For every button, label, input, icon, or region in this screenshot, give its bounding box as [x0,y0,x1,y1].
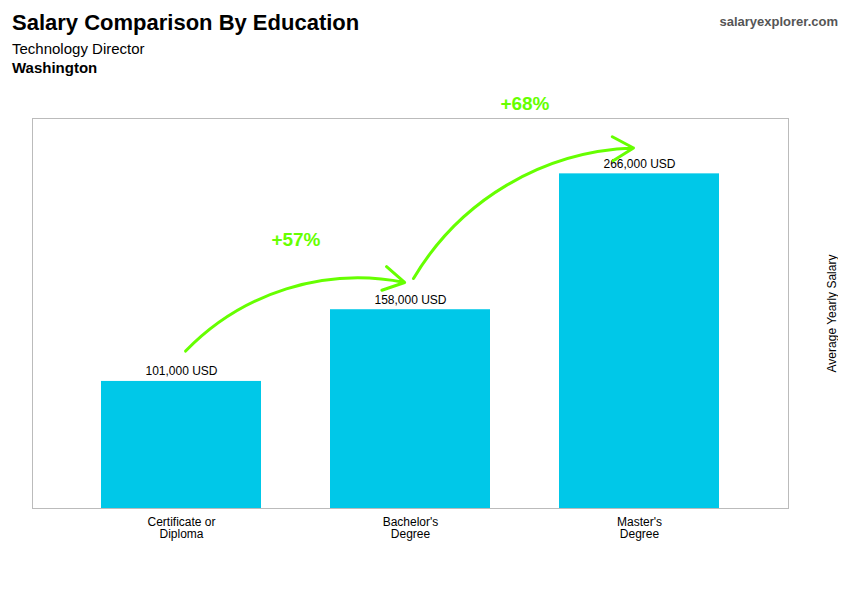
svg-text:+57%: +57% [271,229,320,250]
svg-text:101,000 USD: 101,000 USD [145,364,217,378]
svg-text:Master'sDegree: Master'sDegree [617,515,662,541]
html-text:Technology Director: Technology Director [12,40,145,57]
svg-text:Certificate orDiploma: Certificate orDiploma [147,515,215,541]
html-text:Washington: Washington [12,59,98,76]
svg-text:158,000 USD: 158,000 USD [374,293,446,307]
svg-text:266,000 USD: 266,000 USD [603,156,676,171]
html-text:Salary Comparison By Education: Salary Comparison By Education [12,10,360,35]
html-text:salaryexplorer.com: salaryexplorer.com [719,14,838,29]
svg-text:Bachelor'sDegree: Bachelor'sDegree [383,515,439,541]
svg-text:+68%: +68% [500,93,549,114]
svg-text:Average Yearly Salary: Average Yearly Salary [825,255,839,373]
